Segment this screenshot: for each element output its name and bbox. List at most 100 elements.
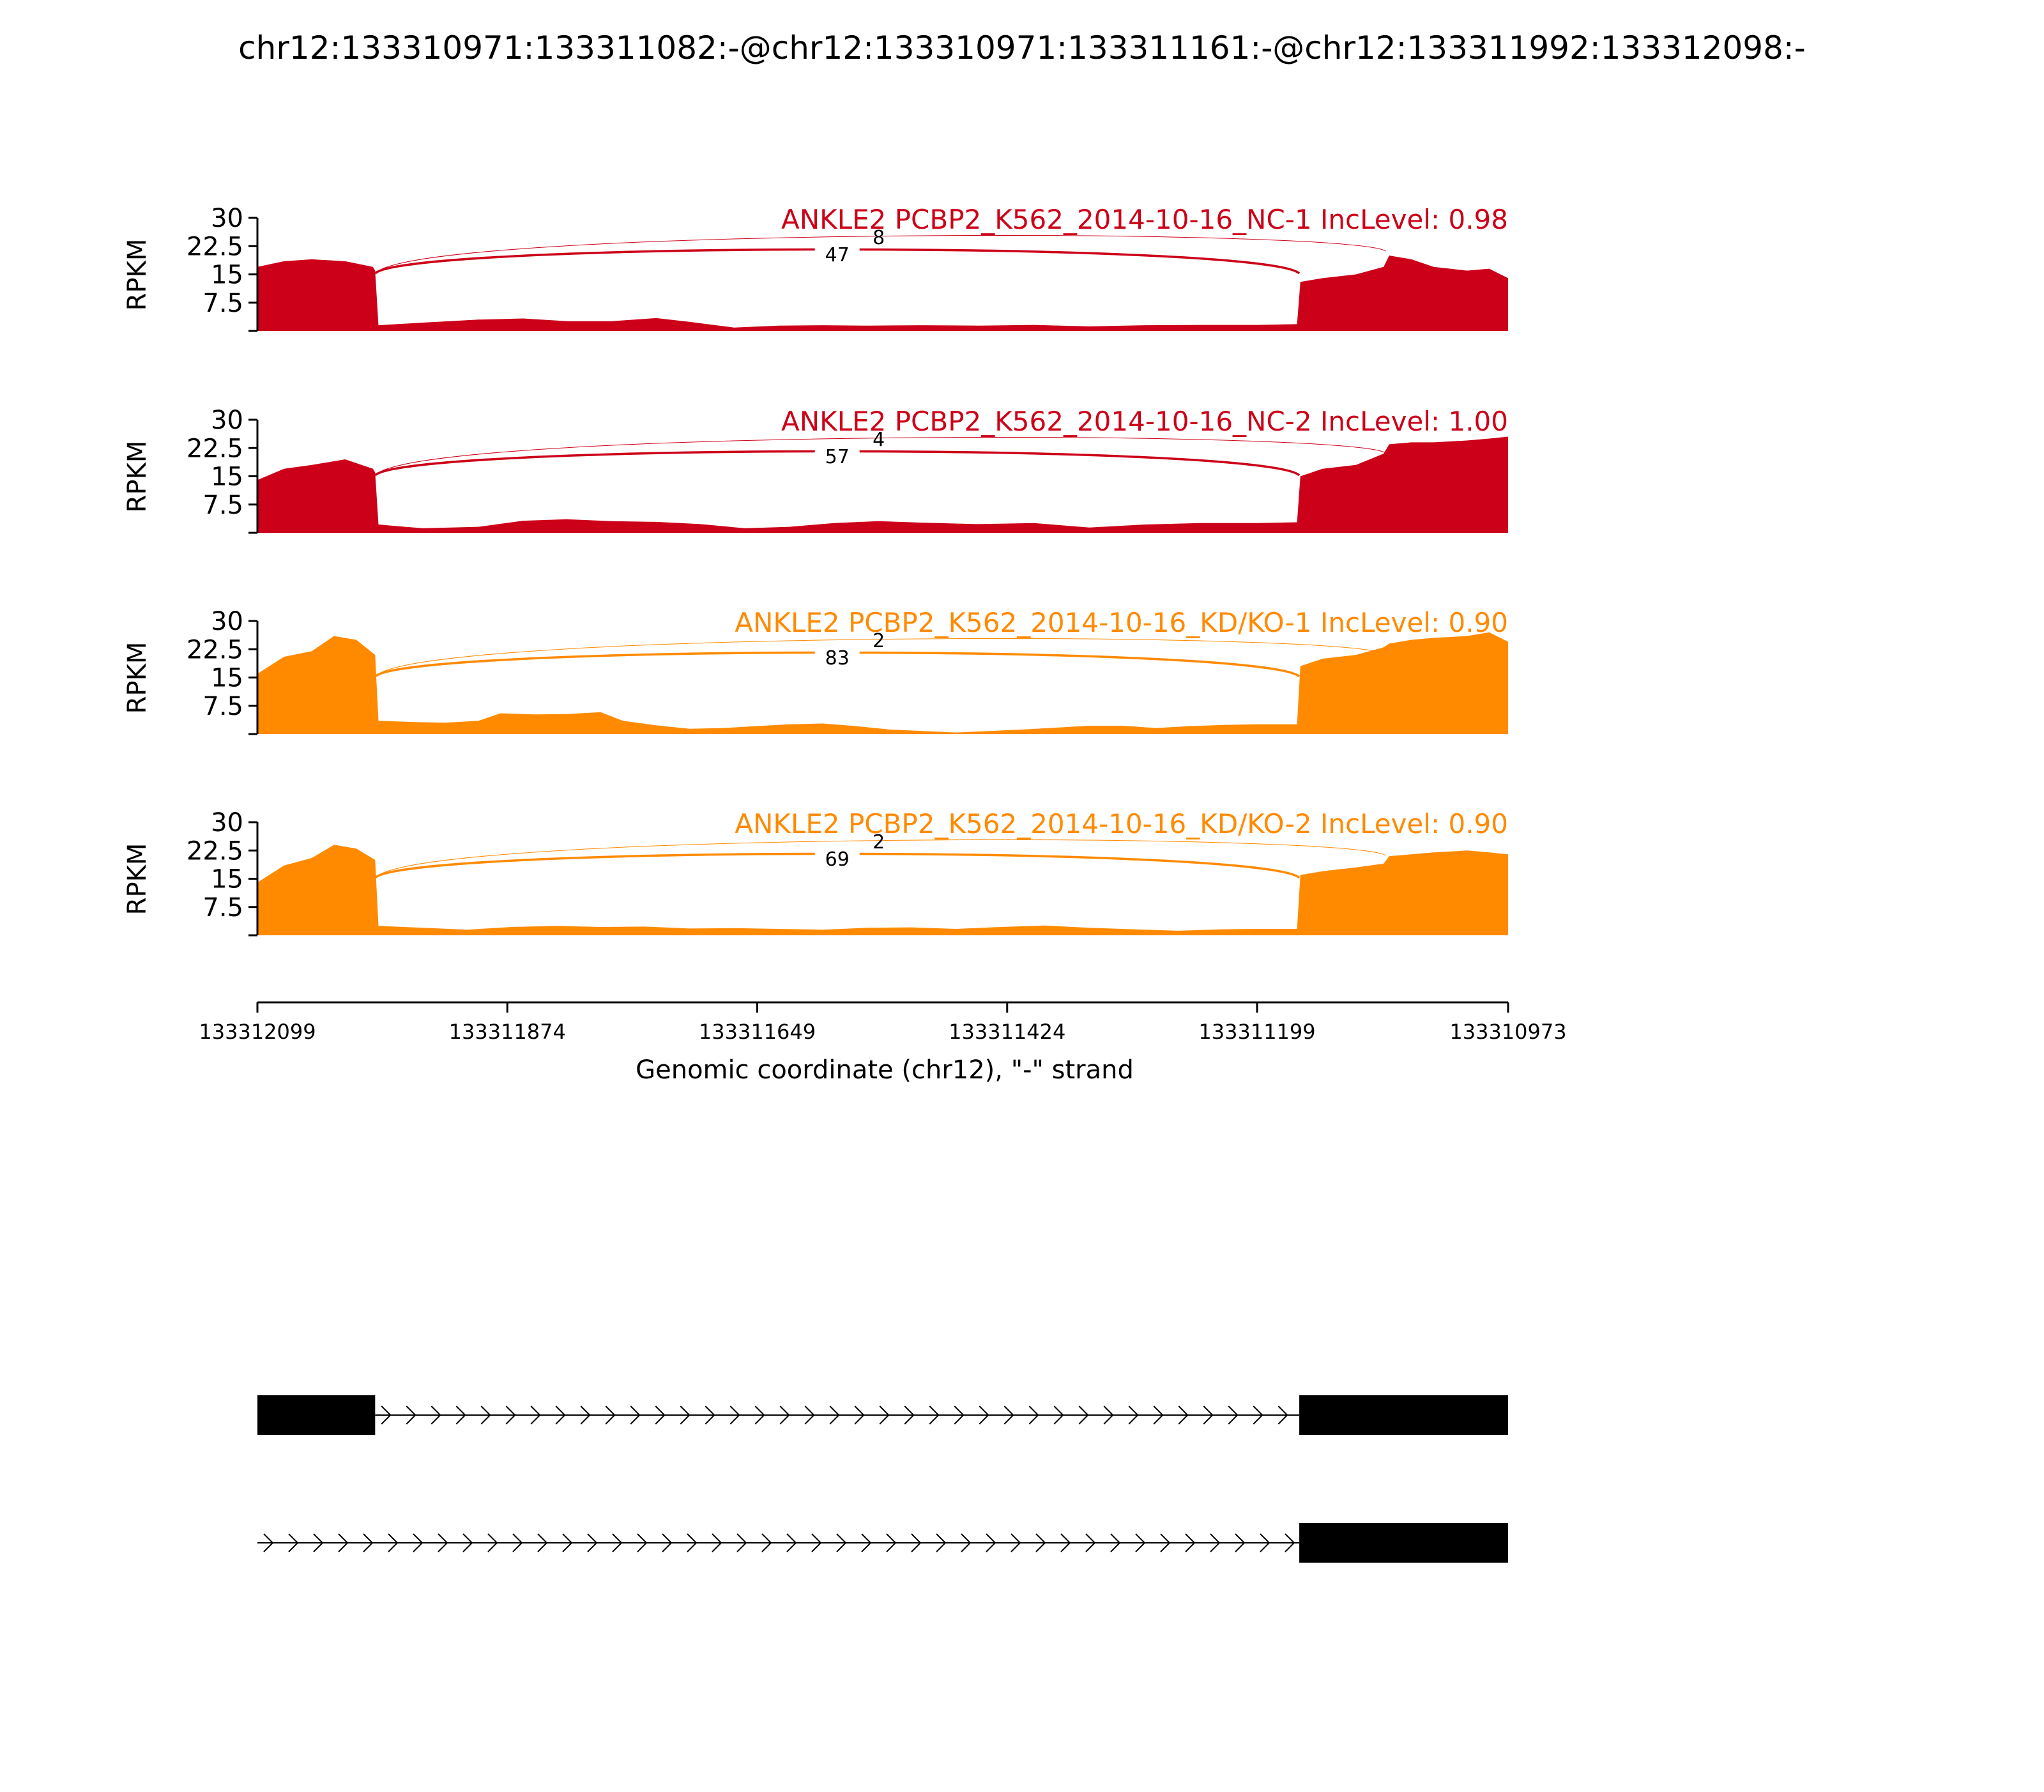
strand-chevron [612,1533,623,1552]
strand-chevron [1228,1405,1239,1425]
strand-chevron [886,1533,897,1552]
strand-chevron [1153,1405,1164,1425]
strand-chevron [1285,1533,1295,1552]
strand-chevron [1235,1533,1246,1552]
junction-arc-short [374,839,1386,878]
y-tick-label: 7.5 [202,491,243,520]
junction-count: 4 [873,429,885,451]
y-tick-label: 22.5 [187,836,243,866]
strand-chevron [1128,1405,1139,1425]
strand-chevron [637,1533,648,1552]
y-axis-label: RPKM [123,441,152,513]
gene-model-1 [257,1395,1508,1435]
strand-chevron [986,1533,996,1552]
junction-count: 57 [825,446,850,468]
x-tick-label: 133311424 [949,1020,1065,1044]
strand-chevron [705,1405,715,1425]
y-axis-label: RPKM [123,239,152,311]
y-axis-label: RPKM [123,843,152,915]
x-tick-label: 133311199 [1198,1020,1315,1044]
junction-count: 47 [825,244,850,266]
strand-chevron [961,1533,972,1552]
x-tick-label: 133310973 [1449,1020,1566,1044]
panel-label: ANKLE2 PCBP2_K562_2014-10-16_KD/KO-2 Inc… [735,808,1508,839]
y-tick-label: 30 [211,607,243,636]
strand-chevron [630,1405,641,1425]
y-axis-label: RPKM [123,642,152,714]
strand-chevron [512,1533,523,1552]
panel-label: ANKLE2 PCBP2_K562_2014-10-16_NC-1 IncLev… [781,204,1508,235]
panel-label: ANKLE2 PCBP2_K562_2014-10-16_NC-2 IncLev… [781,406,1508,437]
strand-chevron [338,1533,349,1552]
strand-chevron [1203,1405,1214,1425]
strand-chevron [1210,1533,1221,1552]
y-tick-label: 22.5 [187,434,243,463]
junction-count: 2 [873,831,885,854]
strand-chevron [406,1405,416,1425]
strand-chevron [911,1533,922,1552]
chart-title: chr12:133310971:133311082:-@chr12:133310… [238,29,1806,66]
strand-chevron [1185,1533,1196,1552]
strand-chevron [936,1533,947,1552]
strand-chevron [462,1533,473,1552]
strand-chevron [1260,1533,1270,1552]
strand-chevron [587,1533,598,1552]
gene-model-2 [257,1523,1508,1563]
junction-count-bg [814,445,860,467]
strand-chevron [288,1533,299,1552]
junction-count: 83 [825,647,850,670]
y-tick-label: 15 [211,463,243,492]
strand-chevron [388,1533,399,1552]
y-tick-label: 15 [211,261,243,290]
strand-chevron [313,1533,324,1552]
strand-chevron [1253,1405,1263,1425]
strand-chevron [954,1405,965,1425]
strand-chevron [1103,1405,1114,1425]
junction-count-bg [814,647,860,668]
strand-chevron [1053,1405,1064,1425]
junction-count-bg [814,848,860,869]
strand-chevron [1011,1533,1021,1552]
junction-arc-short [374,437,1386,476]
strand-chevron [811,1533,822,1552]
strand-chevron [829,1405,840,1425]
junction-arc-short [374,235,1386,274]
coverage-area [257,632,1508,734]
exon-block [1299,1523,1508,1563]
strand-chevron [979,1405,989,1425]
strand-chevron [736,1533,747,1552]
y-tick-label: 30 [211,204,243,233]
strand-chevron [879,1405,890,1425]
strand-chevron [761,1533,772,1552]
strand-chevron [804,1405,815,1425]
strand-chevron [754,1405,765,1425]
strand-chevron [605,1405,616,1425]
y-tick-label: 30 [211,406,243,435]
strand-chevron [530,1405,541,1425]
strand-chevron [786,1533,797,1552]
x-tick-label: 133312099 [199,1020,316,1044]
x-tick-label: 133311649 [699,1020,816,1044]
x-tick-label: 133311874 [449,1020,566,1044]
strand-chevron [655,1405,666,1425]
strand-chevron [687,1533,698,1552]
strand-chevron [729,1405,740,1425]
strand-chevron [779,1405,790,1425]
strand-chevron [712,1533,722,1552]
strand-chevron [487,1533,498,1552]
strand-chevron [381,1405,392,1425]
coverage-area [257,845,1508,935]
strand-chevron [904,1405,915,1425]
strand-chevron [580,1405,591,1425]
y-tick-label: 22.5 [187,635,243,664]
gene-models [257,1395,1508,1563]
y-tick-label: 15 [211,865,243,894]
junction-count: 8 [873,227,885,249]
